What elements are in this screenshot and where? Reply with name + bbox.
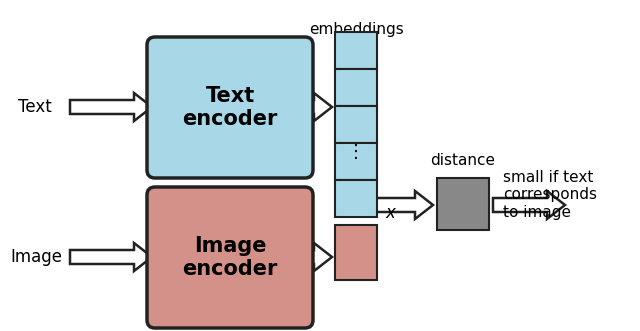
FancyArrow shape: [70, 243, 152, 271]
FancyArrow shape: [493, 191, 565, 219]
FancyArrow shape: [308, 243, 332, 271]
FancyArrow shape: [70, 93, 152, 121]
Text: Image
encoder: Image encoder: [182, 236, 278, 279]
FancyArrow shape: [362, 191, 433, 219]
Bar: [335, 180, 377, 217]
Text: small if text
corresponds
to image: small if text corresponds to image: [503, 170, 597, 220]
Bar: [335, 32, 377, 69]
Bar: [335, 143, 377, 180]
Bar: [437, 178, 489, 230]
Text: Image: Image: [10, 248, 62, 266]
Text: Text
encoder: Text encoder: [182, 86, 278, 129]
FancyBboxPatch shape: [147, 187, 313, 328]
Bar: [335, 69, 377, 106]
FancyBboxPatch shape: [147, 37, 313, 178]
Text: Text: Text: [18, 98, 52, 116]
Text: ⋮: ⋮: [347, 143, 365, 161]
Bar: [335, 225, 377, 280]
Text: embeddings: embeddings: [308, 22, 403, 37]
Text: x: x: [385, 204, 395, 222]
FancyArrow shape: [308, 93, 332, 121]
Bar: [335, 106, 377, 143]
Text: distance: distance: [431, 153, 495, 168]
